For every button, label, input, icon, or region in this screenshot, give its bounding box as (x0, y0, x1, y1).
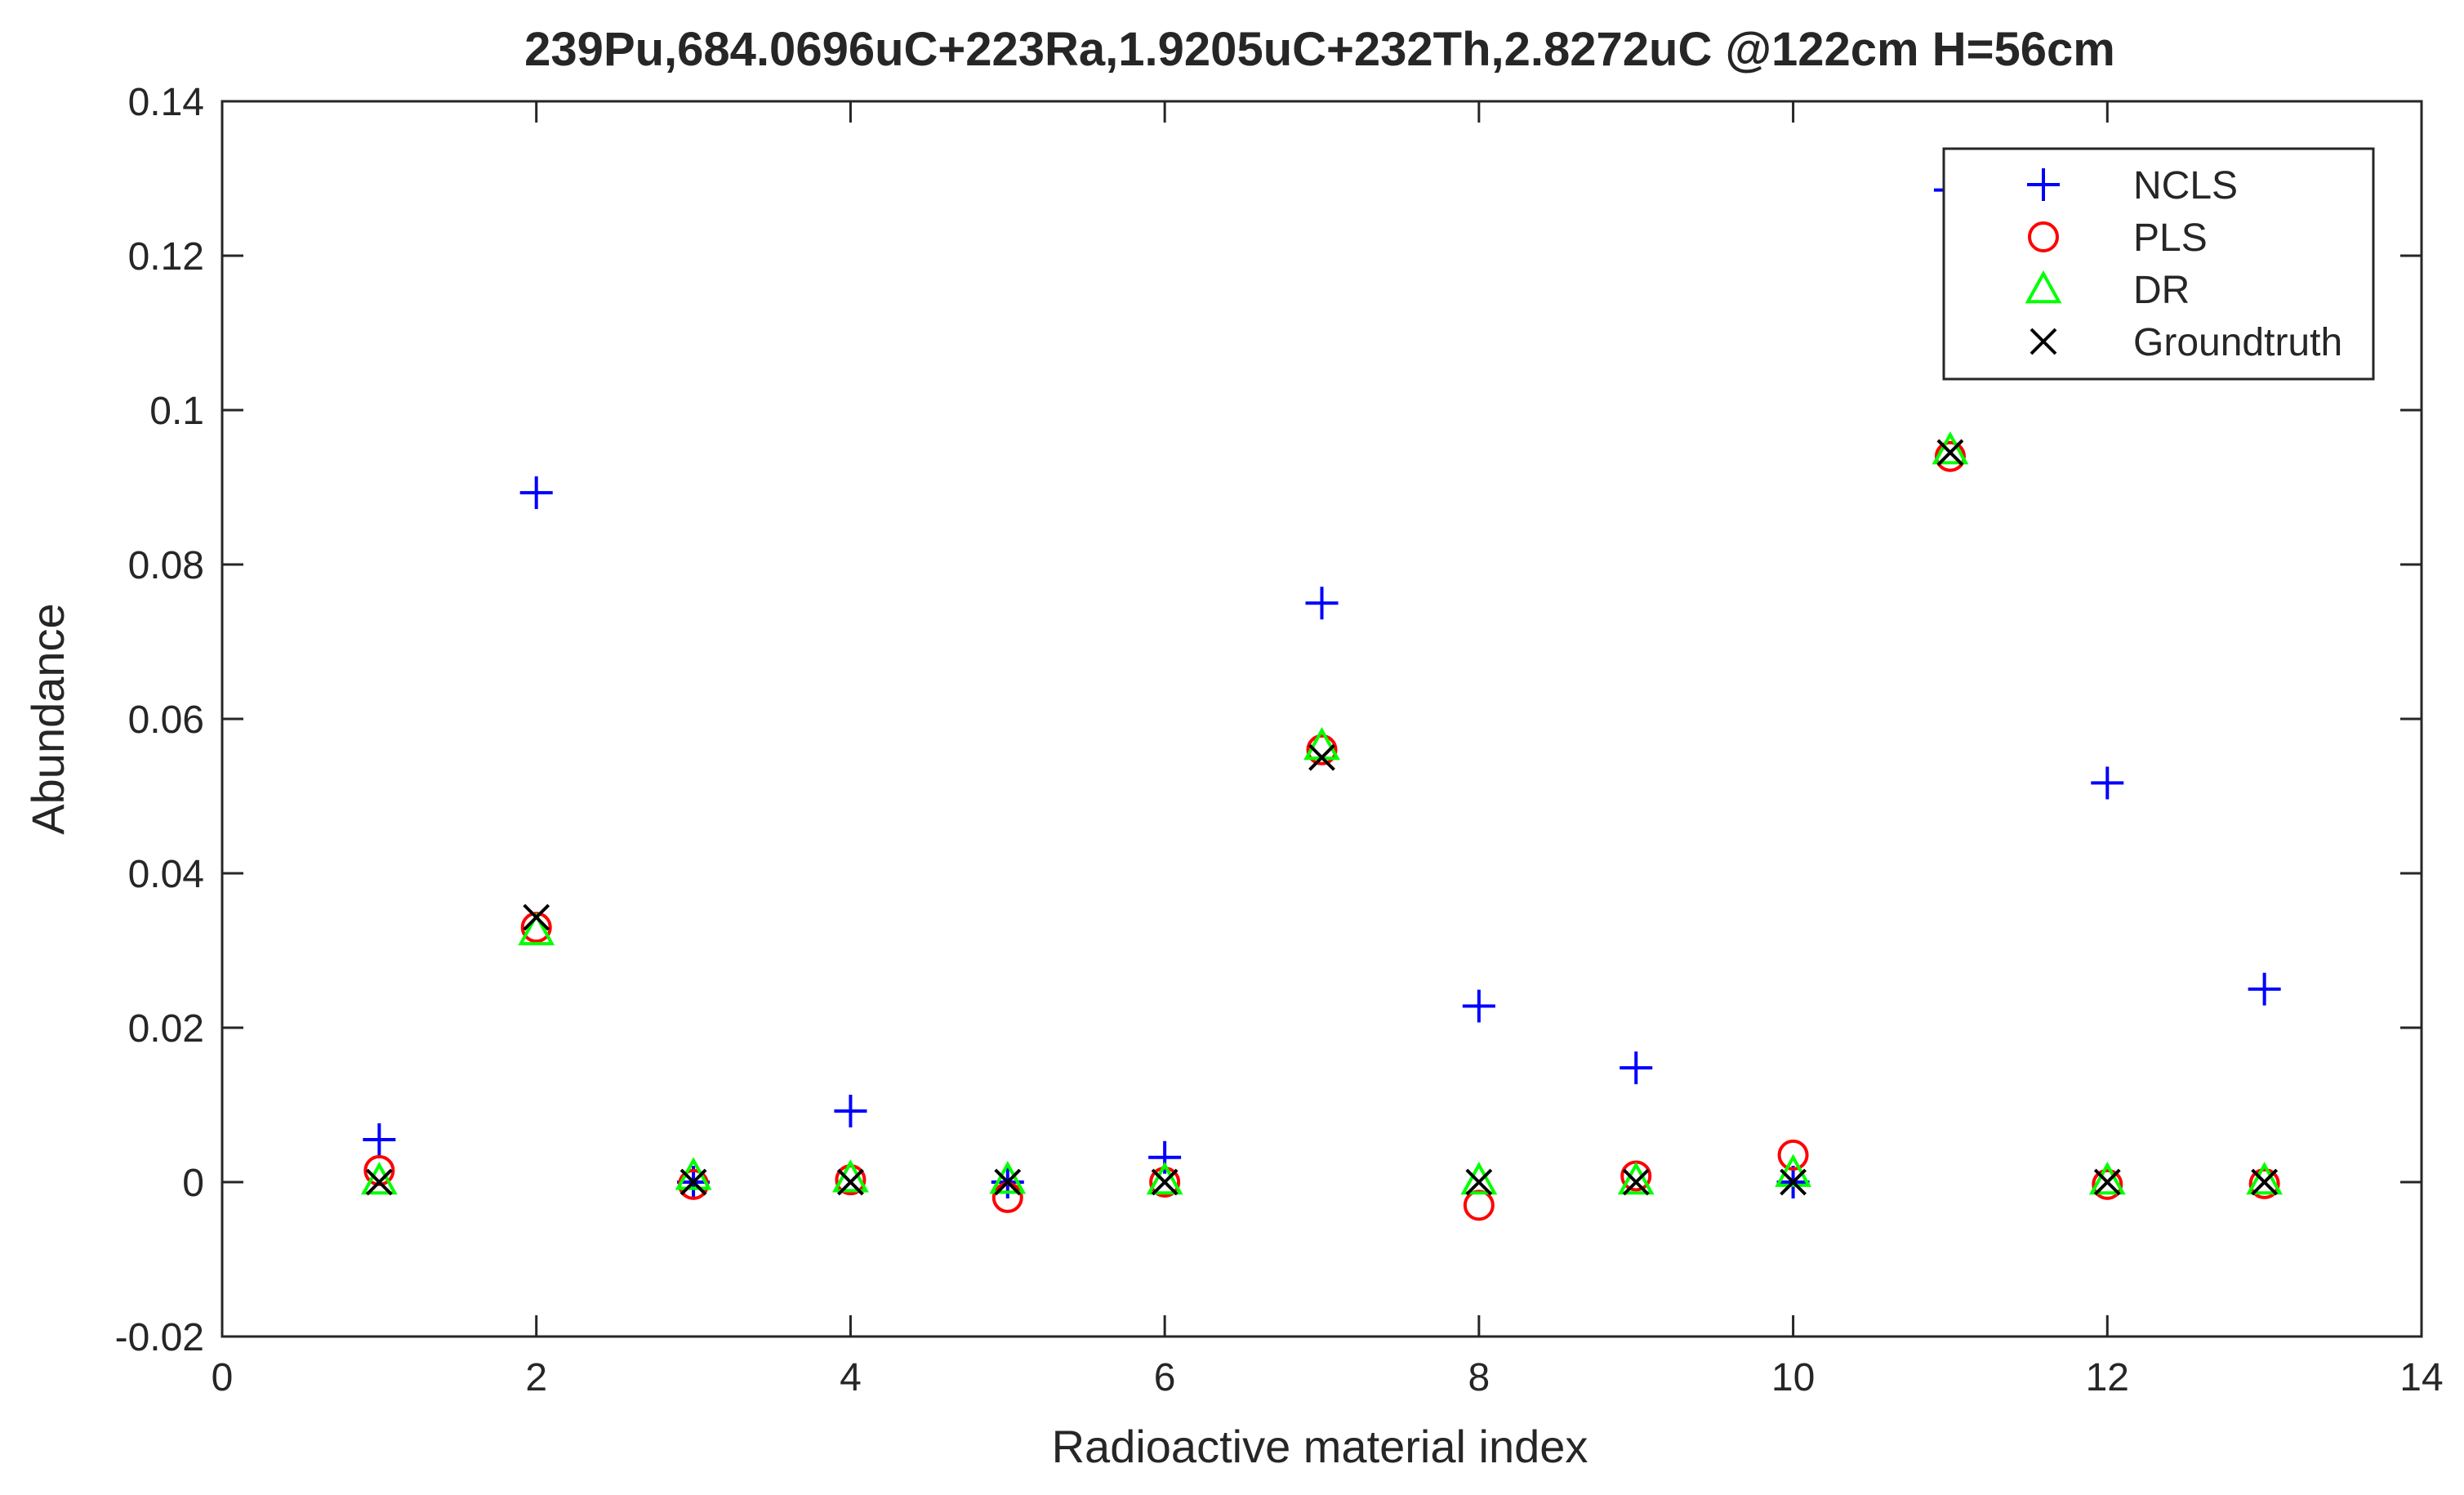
pls-point (2248, 1167, 2280, 1199)
dr-point (1460, 1161, 1498, 1195)
groundtruth-point (365, 1168, 393, 1196)
groundtruth-point (994, 1168, 1022, 1196)
groundtruth-point (1780, 1168, 1807, 1196)
y-tick-label: 0.04 (128, 853, 204, 896)
x-tick-label: 14 (2399, 1356, 2443, 1399)
dr-point (1775, 1154, 1811, 1187)
groundtruth-point (837, 1168, 864, 1196)
legend-marker-dr (2025, 270, 2062, 304)
x-tick-label: 10 (1771, 1356, 1815, 1399)
legend-box (1942, 147, 2375, 381)
dr-point (1617, 1161, 1655, 1195)
ncls-point (1462, 989, 1495, 1023)
dr-point (832, 1159, 869, 1193)
y-tick-label: 0.1 (149, 390, 204, 433)
x-tick-label: 8 (1468, 1356, 1490, 1399)
tick-labels: 0 2 4 6 8 10 12 14-0.0200.020.040.060.080.10.12… (115, 81, 2444, 1399)
x-axis-label: Radioactive material index (1052, 1421, 1588, 1472)
pls-point (1306, 734, 1338, 765)
y-tick-label: 0.02 (128, 1007, 204, 1051)
legend-marker-pls (2028, 221, 2059, 252)
axis-ticks (221, 100, 2423, 1338)
y-tick-label: 0.14 (128, 81, 204, 124)
legend-label-pls: PLS (2133, 216, 2208, 260)
groundtruth-point (523, 904, 550, 931)
y-tick-label: -0.02 (115, 1316, 204, 1359)
x-tick-label: 12 (2086, 1356, 2129, 1399)
data-markers (360, 173, 2284, 1221)
legend-marker-ncls (2027, 168, 2060, 201)
x-tick-label: 4 (840, 1356, 862, 1399)
series-dr (360, 431, 2284, 1195)
pls-point (2092, 1168, 2123, 1200)
chart-title: 239Pu,684.0696uC+223Ra,1.9205uC+232Th,2.… (524, 23, 2115, 76)
pls-point (1777, 1139, 1809, 1171)
dr-point (518, 912, 555, 946)
dr-point (360, 1161, 398, 1195)
x-tick-label: 0 (212, 1356, 234, 1399)
dr-point (989, 1161, 1027, 1194)
groundtruth-point (1308, 743, 1335, 771)
ncls-point (2248, 972, 2281, 1006)
ncls-point (519, 476, 553, 510)
groundtruth-point (1936, 439, 1964, 466)
groundtruth-point (2093, 1168, 2121, 1196)
series-groundtruth (365, 439, 2279, 1196)
groundtruth-point (2251, 1168, 2279, 1196)
groundtruth-point (1465, 1168, 1493, 1196)
ncls-point (1620, 1051, 1653, 1085)
groundtruth-point (679, 1168, 707, 1196)
y-tick-label: 0 (182, 1162, 204, 1205)
ncls-point (2091, 766, 2124, 800)
legend-label-groundtruth: Groundtruth (2133, 321, 2342, 364)
x-tick-label: 2 (525, 1356, 547, 1399)
dr-point (2246, 1161, 2284, 1195)
y-tick-label: 0.06 (128, 698, 204, 742)
dr-point (2088, 1161, 2126, 1195)
legend-label-dr: DR (2133, 269, 2190, 312)
legend-label-ncls: NCLS (2133, 164, 2238, 208)
legend: NCLS PLS DR Groundtruth (1942, 147, 2375, 381)
y-tick-label: 0.12 (128, 235, 204, 279)
y-tick-label: 0.08 (128, 544, 204, 587)
ncls-point (363, 1123, 396, 1157)
legend-marker-groundtruth (2030, 328, 2057, 355)
dr-point (1146, 1161, 1183, 1195)
dr-point (1932, 431, 1969, 465)
groundtruth-point (1622, 1168, 1650, 1196)
ncls-point (1305, 587, 1339, 620)
ncls-point (834, 1095, 867, 1128)
groundtruth-point (1151, 1168, 1179, 1196)
y-axis-label: Abundance (22, 603, 74, 834)
x-tick-label: 6 (1154, 1356, 1176, 1399)
